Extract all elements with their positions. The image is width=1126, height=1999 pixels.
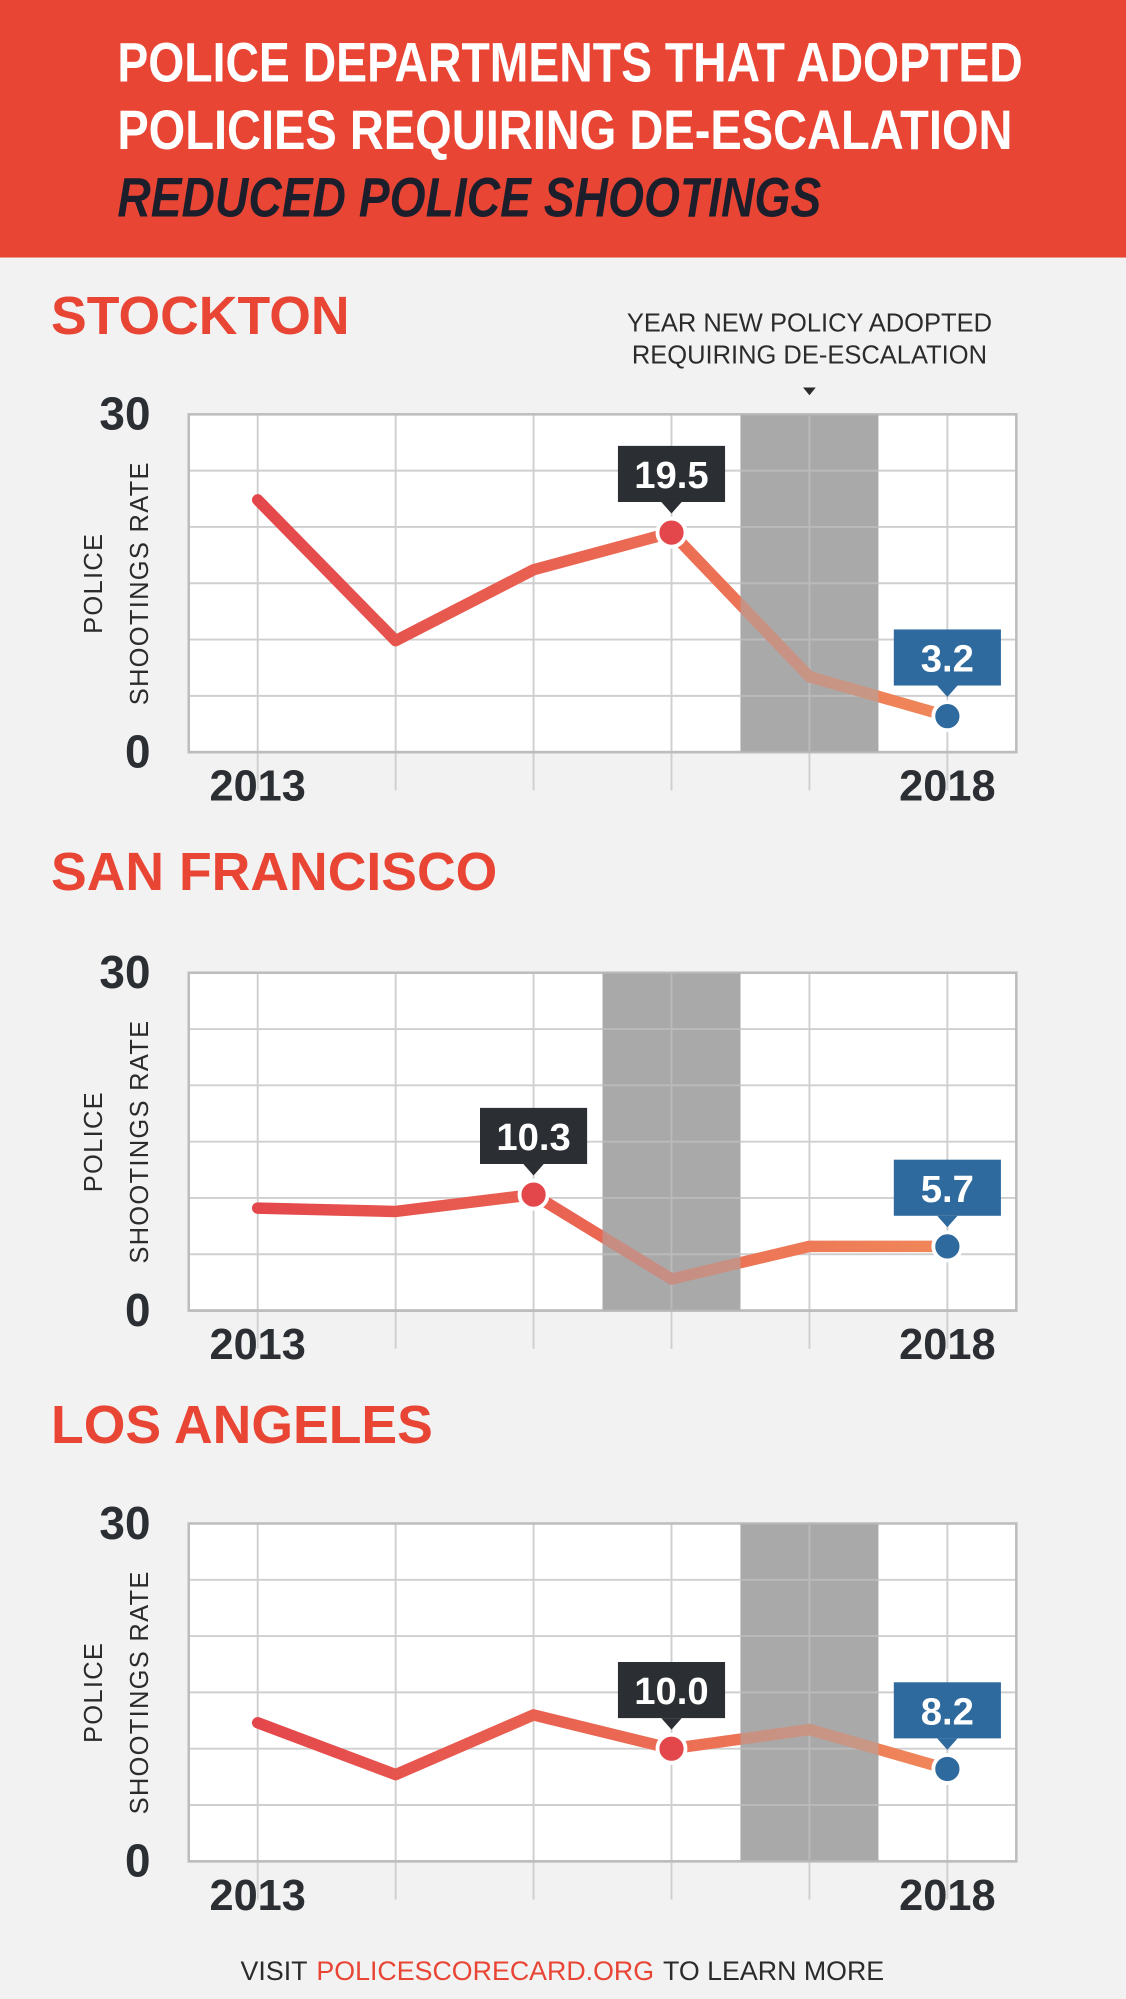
value-label: 3.2 xyxy=(921,638,974,681)
point-marker xyxy=(655,1732,688,1765)
footer-text: TO LEARN MORE xyxy=(663,1956,884,1986)
value-label-box xyxy=(893,1682,1001,1739)
value-label-pointer xyxy=(661,501,682,514)
point-marker xyxy=(931,1753,964,1785)
value-label: 19.5 xyxy=(634,454,708,497)
chart-title: SAN FRANCISCO xyxy=(51,843,497,902)
value-label: 8.2 xyxy=(921,1690,974,1733)
value-label-box xyxy=(893,629,1001,686)
point-marker xyxy=(931,1230,964,1263)
value-label: 10.3 xyxy=(496,1116,570,1159)
policy-band-overlay xyxy=(740,1523,879,1862)
value-label-pointer xyxy=(937,1738,958,1750)
y-axis-label: POLICE xyxy=(80,1642,108,1743)
value-label-pointer xyxy=(661,1718,682,1730)
y-tick-label: 30 xyxy=(99,946,150,998)
y-axis-label: SHOOTINGS RATE xyxy=(126,1570,154,1814)
value-label-box xyxy=(617,445,726,502)
value-label-box xyxy=(893,1159,1001,1216)
title-line: REDUCED POLICE SHOOTINGS xyxy=(117,166,821,229)
annotation: YEAR NEW POLICY ADOPTED xyxy=(627,309,992,337)
value-label-pointer xyxy=(937,1215,958,1228)
point-marker xyxy=(517,1178,550,1211)
value-label-pointer xyxy=(523,1163,544,1176)
footer: VISIT POLICESCORECARD.ORG TO LEARN MORE xyxy=(241,1956,885,1986)
value-label-box xyxy=(617,1662,726,1719)
chart-title: LOS ANGELES xyxy=(51,1396,433,1455)
policy-band-overlay xyxy=(602,972,741,1311)
y-axis-label: SHOOTINGS RATE xyxy=(126,461,154,705)
y-tick-label: 0 xyxy=(125,725,151,777)
y-tick-label: 0 xyxy=(125,1284,151,1336)
y-axis-label: SHOOTINGS RATE xyxy=(126,1020,154,1264)
y-tick-label: 30 xyxy=(99,388,150,440)
y-tick-label: 30 xyxy=(99,1497,150,1549)
header-band xyxy=(0,0,1126,258)
y-tick-label: 0 xyxy=(125,1835,151,1887)
value-label: 5.7 xyxy=(921,1168,974,1211)
policy-band-overlay xyxy=(740,414,879,753)
x-tick-label: 2018 xyxy=(899,1321,995,1369)
x-tick-label: 2013 xyxy=(209,763,305,811)
value-label-pointer xyxy=(937,685,958,698)
title-line: POLICE DEPARTMENTS THAT ADOPTED xyxy=(117,31,1022,94)
annotation-arrow xyxy=(803,387,816,396)
footer-text: VISIT xyxy=(241,1956,308,1986)
y-axis-label: POLICE xyxy=(80,533,108,634)
x-tick-label: 2013 xyxy=(209,1321,305,1369)
x-tick-label: 2018 xyxy=(899,763,995,811)
x-tick-label: 2018 xyxy=(899,1872,995,1920)
chart-title: STOCKTON xyxy=(51,287,350,346)
value-label: 10.0 xyxy=(634,1670,708,1713)
value-label-box xyxy=(480,1107,588,1164)
point-marker xyxy=(655,516,688,549)
footer-link[interactable]: POLICESCORECARD.ORG xyxy=(316,1956,654,1986)
annotation: REQUIRING DE-ESCALATION xyxy=(632,341,987,369)
point-marker xyxy=(931,700,964,733)
title-line: POLICIES REQUIRING DE-ESCALATION xyxy=(117,98,1012,161)
y-axis-label: POLICE xyxy=(80,1091,108,1192)
x-tick-label: 2013 xyxy=(209,1872,305,1920)
